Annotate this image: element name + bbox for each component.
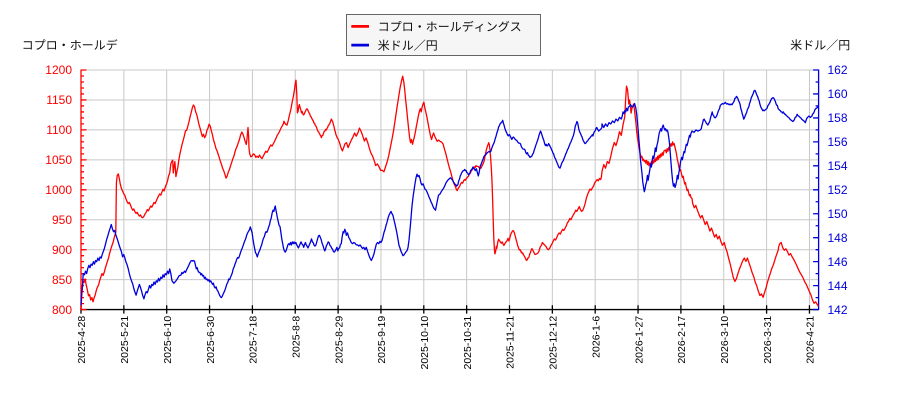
svg-text:142: 142 (828, 303, 848, 317)
svg-text:2025-7-18: 2025-7-18 (248, 316, 260, 364)
svg-text:1200: 1200 (45, 63, 72, 77)
svg-text:2025-9-19: 2025-9-19 (376, 316, 388, 364)
svg-text:150: 150 (828, 207, 848, 221)
svg-text:154: 154 (828, 159, 848, 173)
svg-text:850: 850 (52, 273, 72, 287)
svg-text:2025-4-28: 2025-4-28 (76, 316, 88, 364)
svg-text:2025-12-12: 2025-12-12 (548, 316, 560, 370)
svg-text:162: 162 (828, 63, 848, 77)
svg-text:2026-2-17: 2026-2-17 (676, 316, 688, 364)
svg-text:2026-1-27: 2026-1-27 (633, 316, 645, 364)
svg-text:800: 800 (52, 303, 72, 317)
svg-text:144: 144 (828, 279, 848, 293)
svg-text:158: 158 (828, 111, 848, 125)
svg-text:1050: 1050 (45, 153, 72, 167)
svg-text:1150: 1150 (46, 93, 72, 107)
svg-text:160: 160 (828, 87, 848, 101)
svg-text:950: 950 (52, 213, 72, 227)
svg-text:2026-4-21: 2026-4-21 (805, 316, 817, 364)
svg-text:2025-8-29: 2025-8-29 (333, 316, 345, 364)
svg-text:148: 148 (828, 231, 848, 245)
svg-text:2025-5-21: 2025-5-21 (119, 316, 131, 364)
svg-text:900: 900 (52, 243, 72, 257)
svg-text:2026-3-31: 2026-3-31 (762, 316, 774, 364)
svg-text:2025-10-10: 2025-10-10 (419, 316, 431, 370)
svg-text:2025-6-10: 2025-6-10 (162, 316, 174, 364)
svg-text:1000: 1000 (45, 183, 72, 197)
svg-text:1100: 1100 (46, 123, 72, 137)
svg-text:2025-11-21: 2025-11-21 (505, 316, 517, 369)
svg-text:2026-1-6: 2026-1-6 (590, 316, 602, 358)
svg-text:156: 156 (828, 135, 848, 149)
svg-text:2026-3-10: 2026-3-10 (719, 316, 731, 364)
svg-text:146: 146 (828, 255, 848, 269)
svg-text:2025-6-30: 2025-6-30 (205, 316, 217, 364)
svg-text:2025-8-8: 2025-8-8 (290, 316, 302, 358)
svg-text:152: 152 (828, 183, 848, 197)
svg-text:2025-10-31: 2025-10-31 (462, 316, 474, 370)
